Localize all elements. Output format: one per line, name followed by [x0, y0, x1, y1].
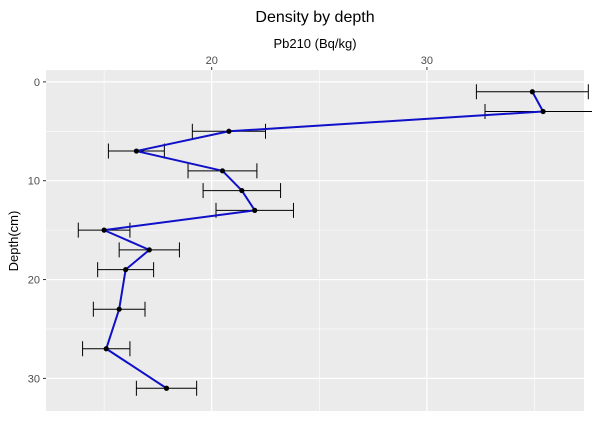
data-points: [101, 89, 546, 391]
y-tick-label: 30: [28, 373, 40, 385]
data-point: [226, 128, 232, 134]
x-tick-label: 30: [421, 55, 433, 67]
y-tick-label: 0: [34, 77, 40, 89]
data-point: [133, 148, 139, 154]
data-point: [163, 385, 170, 391]
data-point: [101, 227, 107, 233]
data-point: [252, 207, 258, 213]
data-point: [219, 168, 226, 174]
x-tick-label: 20: [206, 55, 218, 67]
chart-title: Density by depth: [255, 9, 374, 26]
y-tick-label: 20: [28, 275, 40, 287]
data-point: [540, 108, 546, 115]
x-axis-title: Pb210 (Bq/kg): [273, 36, 356, 51]
data-point: [103, 346, 109, 352]
data-point: [239, 187, 245, 194]
data-point: [146, 247, 152, 253]
data-point: [123, 267, 129, 273]
y-axis-title: Depth(cm): [6, 211, 21, 272]
data-point: [529, 89, 535, 95]
data-point: [116, 306, 122, 312]
y-tick-label: 10: [28, 176, 40, 188]
grid-lines: [46, 70, 584, 411]
axis-ticks: 20 30 0 10 20 30: [28, 55, 433, 385]
